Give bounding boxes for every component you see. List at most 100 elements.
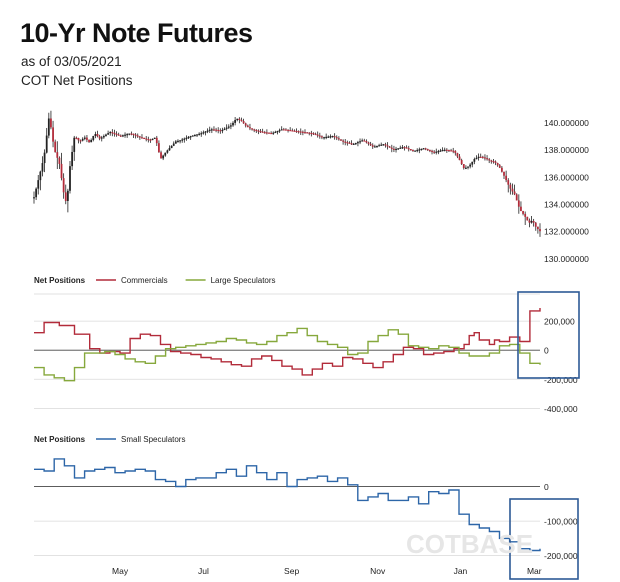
price-candle: [102, 135, 105, 138]
price-candle: [39, 171, 42, 181]
price-candle: [227, 126, 230, 128]
price-candle: [202, 132, 205, 134]
price-candle: [69, 166, 71, 191]
price-candle: [149, 139, 152, 141]
price-candle: [517, 200, 520, 207]
price-candle: [124, 134, 126, 136]
price-candle: [509, 184, 512, 189]
price-candle: [249, 127, 251, 129]
cot-panel-legend-title: Net Positions: [34, 276, 86, 285]
price-candle: [278, 130, 281, 132]
price-candle: [532, 220, 535, 223]
price-candle: [382, 144, 385, 146]
price-candle: [92, 135, 95, 140]
price-candle: [43, 152, 46, 164]
cot-panel-tick-label: -200,000: [544, 375, 578, 385]
cot-panel-tick-label: -400,000: [544, 404, 578, 414]
price-candle: [79, 140, 82, 142]
price-candle: [170, 145, 173, 149]
small-spec-panel-tick-label: -200,000: [544, 551, 578, 561]
price-candle: [522, 211, 524, 214]
price-candle: [272, 132, 275, 134]
price-candle: [403, 147, 406, 149]
price-candle: [414, 150, 416, 152]
price-candle: [448, 150, 450, 152]
price-candle: [333, 136, 336, 138]
price-candle: [45, 135, 48, 153]
chart-title: 10-Yr Note Futures: [20, 18, 253, 48]
price-candle: [54, 141, 57, 153]
price-candle: [221, 129, 224, 132]
price-candle: [295, 130, 298, 133]
price-candle: [335, 137, 338, 139]
price-candle: [138, 136, 141, 138]
price-candle: [511, 188, 514, 192]
price-candle: [162, 155, 165, 159]
price-candle: [380, 144, 383, 146]
price-candle: [520, 206, 522, 212]
price-candle: [340, 139, 342, 141]
price-candle: [316, 134, 319, 136]
price-candle: [251, 128, 253, 130]
price-candle: [530, 220, 533, 223]
price-candle: [359, 141, 361, 143]
price-candle: [98, 136, 101, 139]
price-candle: [456, 153, 459, 157]
price-candle: [405, 147, 408, 149]
highlight-box-cot: [517, 291, 580, 379]
price-candle: [496, 163, 499, 166]
price-candle: [481, 156, 484, 158]
price-candle: [100, 137, 103, 139]
price-candle: [371, 145, 374, 147]
price-candle: [191, 135, 194, 137]
price-candle: [327, 136, 330, 138]
price-candle: [229, 125, 232, 127]
price-candle: [145, 138, 148, 140]
price-candle: [534, 222, 537, 227]
price-candle: [274, 131, 277, 134]
price-candle: [479, 156, 482, 158]
x-axis-month-label: May: [112, 566, 129, 576]
price-candle: [367, 142, 370, 144]
price-candle: [467, 166, 469, 168]
price-candle: [513, 191, 516, 195]
price-candle: [198, 133, 201, 135]
price-candle: [109, 132, 112, 134]
price-candle: [420, 148, 423, 151]
price-candle: [536, 226, 539, 230]
price-candle: [263, 132, 266, 134]
price-candle: [215, 129, 217, 131]
price-candle: [265, 132, 268, 134]
price-candle: [132, 133, 135, 135]
price-candle: [130, 133, 133, 135]
price-candle: [373, 146, 376, 148]
price-candle: [47, 118, 50, 136]
price-candle: [464, 167, 467, 169]
price-candle: [179, 140, 181, 142]
price-candle: [460, 160, 463, 165]
price-candle: [280, 129, 283, 131]
price-candle: [429, 149, 431, 152]
price-candle: [475, 157, 478, 160]
price-candle: [490, 160, 493, 162]
price-candle: [361, 140, 364, 142]
price-candle: [155, 137, 158, 144]
price-candle: [331, 136, 334, 138]
price-candle: [234, 120, 237, 123]
cot-panel-series-commercials: [34, 308, 541, 376]
price-candle: [441, 149, 444, 152]
price-candle: [107, 133, 110, 135]
cot-panel-legend-label: Commercials: [121, 276, 168, 285]
price-candle: [194, 134, 196, 137]
price-candle: [393, 148, 395, 151]
price-candle: [147, 138, 150, 141]
price-candle: [58, 157, 61, 164]
price-candle: [143, 137, 145, 140]
price-candle: [240, 119, 243, 122]
price-candle: [293, 130, 296, 132]
price-candle: [297, 131, 300, 133]
x-axis-month-label: Jan: [454, 566, 468, 576]
price-candle: [308, 132, 311, 134]
price-candle: [289, 130, 292, 132]
price-candle: [56, 152, 59, 158]
